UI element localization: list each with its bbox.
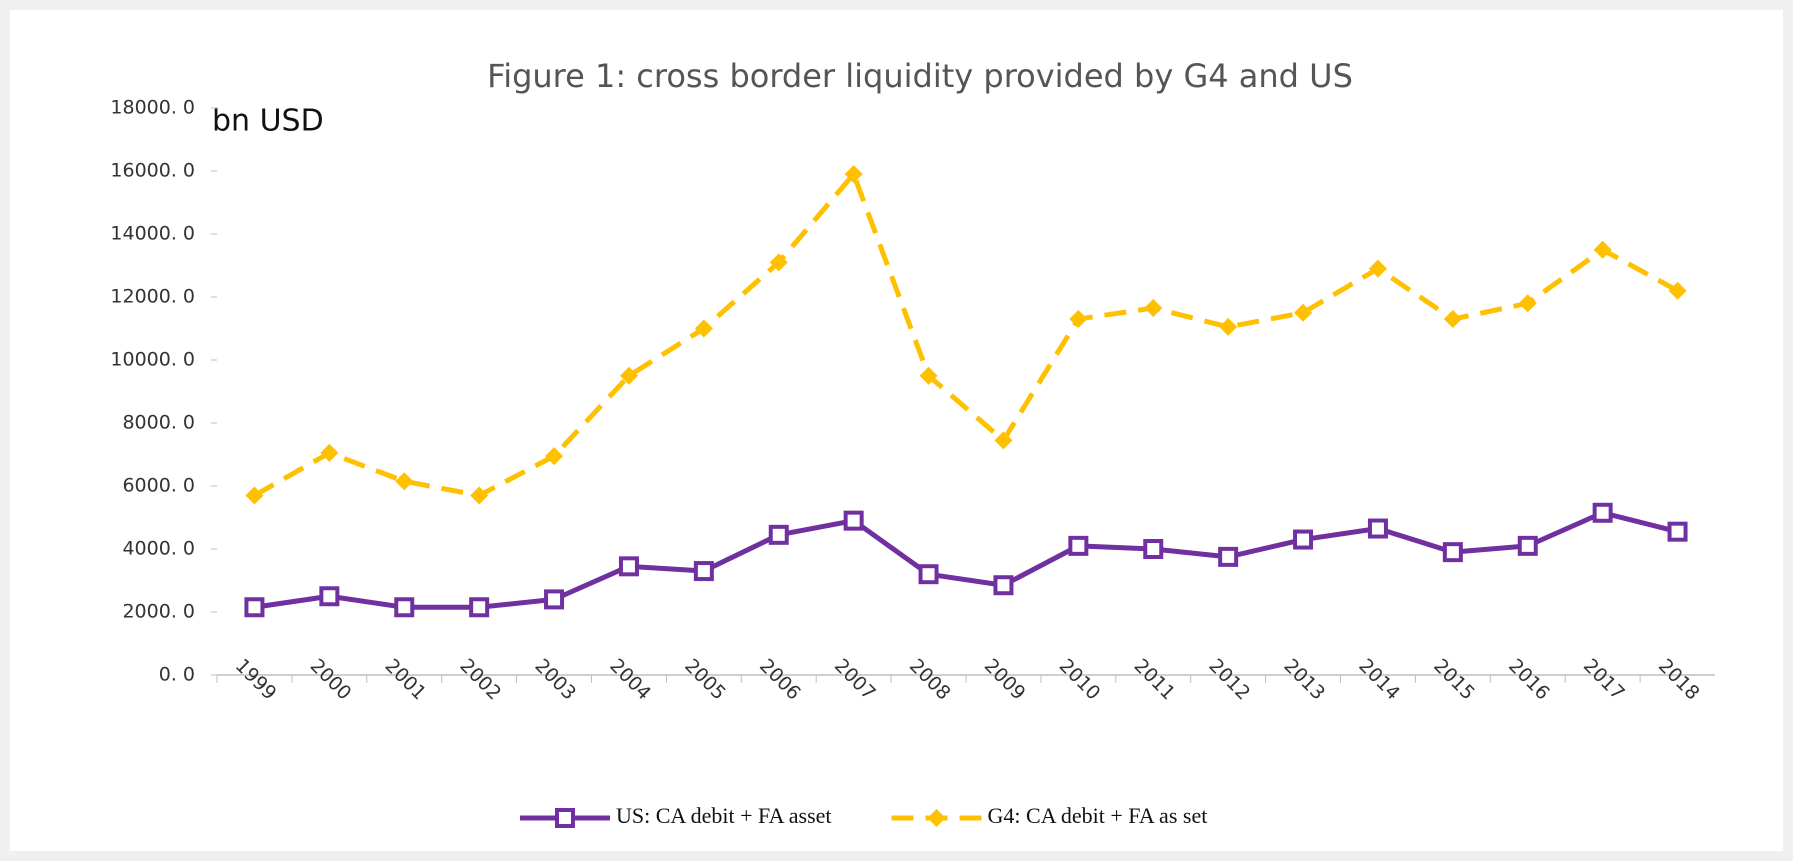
chart-title: Figure 1: cross border liquidity provide… [487, 57, 1353, 95]
data-point [1667, 521, 1688, 542]
data-point [769, 253, 788, 272]
data-point [1668, 281, 1687, 300]
data-point [1367, 518, 1388, 539]
data-point [919, 366, 938, 385]
series-line [254, 510, 1679, 610]
data-point [693, 561, 714, 582]
data-point [619, 366, 638, 385]
series-line [253, 171, 1679, 498]
panel [10, 10, 1783, 851]
data-point [1443, 310, 1462, 329]
data-point [1517, 535, 1538, 556]
data-point [694, 319, 713, 338]
data-point [320, 443, 339, 462]
y-tick-label: 4000. 0 [122, 538, 195, 560]
data-point [1218, 546, 1239, 567]
data-point [395, 472, 414, 491]
data-point [768, 524, 789, 545]
data-point [545, 447, 564, 466]
y-tick-label: 10000. 0 [110, 349, 195, 371]
data-point [469, 597, 490, 618]
data-point [470, 486, 489, 505]
y-tick-label: 16000. 0 [110, 160, 195, 182]
data-point [394, 597, 415, 618]
data-point [1518, 294, 1537, 313]
y-tick-label: 14000. 0 [110, 223, 195, 245]
data-point [1219, 317, 1238, 336]
data-point [1592, 502, 1613, 523]
y-tick-label: 18000. 0 [110, 97, 195, 119]
data-point [319, 586, 340, 607]
data-point [1069, 310, 1088, 329]
y-tick-label: 8000. 0 [122, 412, 195, 434]
data-point [1144, 299, 1163, 318]
data-point [245, 486, 264, 505]
data-point [244, 597, 265, 618]
data-point [994, 431, 1013, 450]
unit-label: bn USD [212, 104, 324, 139]
data-point [1593, 240, 1612, 259]
y-tick-label: 0. 0 [159, 664, 195, 686]
data-point [918, 564, 939, 585]
data-point [1294, 303, 1313, 322]
data-point [618, 556, 639, 577]
data-point [1143, 539, 1164, 559]
legend-marker [927, 809, 946, 827]
data-point [544, 589, 565, 610]
legend-marker [555, 808, 575, 828]
data-point [843, 510, 864, 531]
data-point [844, 165, 863, 184]
y-tick-label: 12000. 0 [110, 286, 195, 308]
y-tick-label: 6000. 0 [122, 475, 195, 497]
data-point [1293, 529, 1314, 550]
data-point [1068, 535, 1089, 556]
legend-label: US: CA debit + FA asset [616, 803, 832, 828]
data-point [1368, 259, 1387, 278]
y-tick-label: 2000. 0 [122, 601, 195, 623]
data-point [1442, 542, 1463, 563]
data-point [993, 575, 1014, 596]
legend-label: G4: CA debit + FA as set [988, 803, 1208, 828]
